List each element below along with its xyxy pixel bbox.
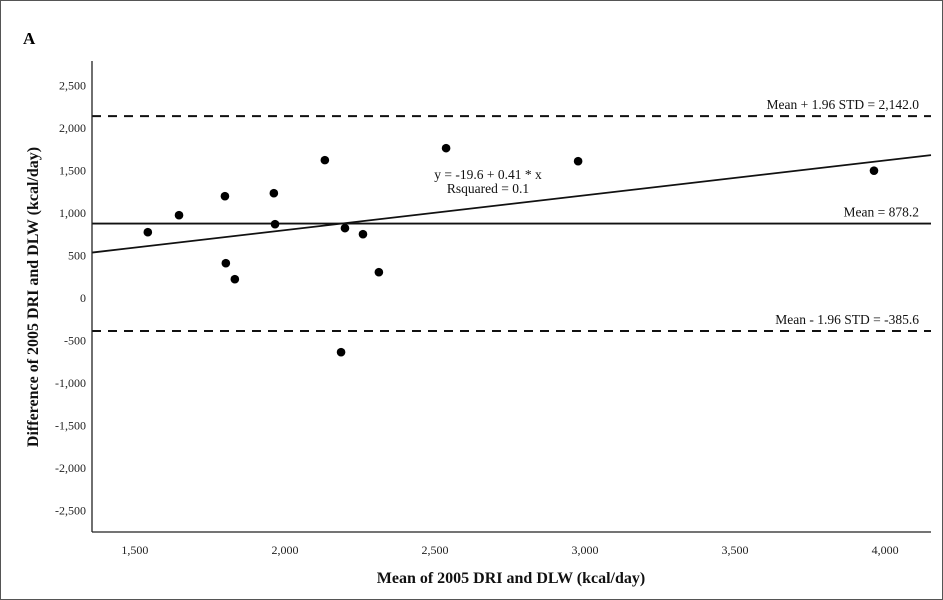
- panel-label: A: [23, 29, 36, 48]
- lower-limit-label: Mean - 1.96 STD = -385.6: [775, 312, 919, 327]
- x-tick-label: 2,500: [421, 543, 448, 557]
- regression-line: [91, 154, 932, 254]
- y-tick-label: 2,500: [59, 79, 86, 93]
- y-tick-label: 0: [80, 291, 86, 305]
- upper-limit-label: Mean + 1.96 STD = 2,142.0: [767, 97, 920, 112]
- data-point: [336, 347, 346, 357]
- data-point: [174, 210, 184, 220]
- y-tick-label: -2,500: [55, 504, 86, 518]
- y-tick-label: -1,500: [55, 419, 86, 433]
- x-tick-label: 4,000: [872, 543, 899, 557]
- data-point: [269, 188, 279, 198]
- y-tick-label: -1,000: [55, 376, 86, 390]
- data-point: [230, 274, 240, 284]
- data-point: [441, 143, 451, 153]
- data-point: [573, 156, 583, 166]
- x-tick-label: 2,000: [271, 543, 298, 557]
- data-point: [320, 155, 330, 165]
- y-tick-label: 2,000: [59, 121, 86, 135]
- x-tick-label: 3,000: [572, 543, 599, 557]
- data-point: [221, 258, 231, 268]
- x-tick-label: 1,500: [121, 543, 148, 557]
- data-point: [340, 223, 350, 233]
- mean-label: Mean = 878.2: [844, 205, 919, 220]
- data-point: [143, 227, 153, 237]
- x-axis-label: Mean of 2005 DRI and DLW (kcal/day): [377, 570, 645, 587]
- data-point: [358, 229, 368, 239]
- regression-equation: y = -19.6 + 0.41 * x: [434, 167, 542, 182]
- y-tick-label: -2,000: [55, 461, 86, 475]
- data-point: [270, 219, 280, 229]
- y-tick-label: -500: [64, 334, 86, 348]
- y-tick-label: 1,500: [59, 164, 86, 178]
- y-axis-label: Difference of 2005 DRI and DLW (kcal/day…: [25, 147, 42, 447]
- data-point: [869, 166, 879, 175]
- y-tick-label: 500: [68, 249, 86, 263]
- data-point: [220, 191, 230, 201]
- r-squared-label: Rsquared = 0.1: [447, 181, 529, 196]
- data-point: [374, 267, 384, 277]
- y-tick-label: 1,000: [59, 206, 86, 220]
- x-tick-label: 3,500: [722, 543, 749, 557]
